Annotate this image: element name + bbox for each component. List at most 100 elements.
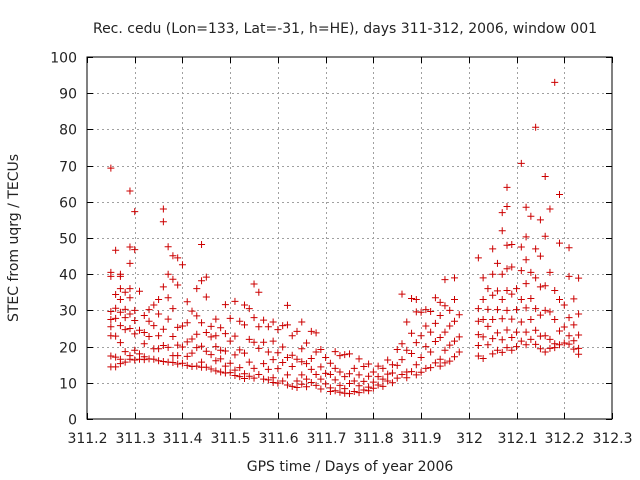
data-point xyxy=(226,337,234,345)
data-point xyxy=(474,254,482,262)
data-point xyxy=(365,360,373,368)
data-point xyxy=(226,314,234,322)
data-point xyxy=(107,164,115,172)
data-point xyxy=(236,373,244,381)
data-point xyxy=(474,305,482,313)
data-point xyxy=(479,274,487,282)
data-point xyxy=(322,369,330,377)
data-point xyxy=(408,349,416,357)
data-point xyxy=(212,357,220,365)
data-point xyxy=(398,290,406,298)
data-point xyxy=(532,305,540,313)
data-point xyxy=(331,376,339,384)
data-point xyxy=(570,295,578,303)
data-point xyxy=(436,334,444,342)
data-point xyxy=(283,353,291,361)
data-point xyxy=(241,301,248,309)
data-point xyxy=(107,315,115,323)
data-point xyxy=(560,301,568,309)
data-points xyxy=(107,78,583,398)
data-point xyxy=(484,341,492,349)
data-point xyxy=(164,315,172,323)
data-point xyxy=(231,297,239,305)
data-point xyxy=(136,287,143,295)
data-point xyxy=(193,330,201,338)
x-tick-label: 311.2 xyxy=(67,431,107,447)
data-point xyxy=(532,245,540,253)
data-point xyxy=(231,372,239,380)
data-point xyxy=(408,294,416,302)
data-point xyxy=(298,380,306,388)
data-point xyxy=(355,355,363,363)
data-point xyxy=(198,342,206,350)
data-point xyxy=(513,343,521,351)
x-tick-label: 311.8 xyxy=(353,431,393,447)
data-point xyxy=(431,359,439,367)
data-point xyxy=(431,319,439,327)
data-point xyxy=(479,333,487,341)
data-point xyxy=(427,364,435,372)
data-point xyxy=(503,286,511,294)
data-point xyxy=(303,360,311,368)
data-point xyxy=(126,310,134,318)
data-point xyxy=(121,326,129,334)
data-point xyxy=(303,339,311,347)
data-point xyxy=(498,315,506,323)
data-point xyxy=(178,359,186,367)
data-point xyxy=(503,306,511,314)
data-point xyxy=(560,323,568,331)
data-point xyxy=(417,368,425,376)
data-point xyxy=(198,241,206,249)
data-point xyxy=(217,324,225,332)
data-point xyxy=(403,374,411,382)
data-point xyxy=(508,334,516,342)
data-point xyxy=(121,348,129,356)
data-point xyxy=(250,374,258,382)
x-tick-label: 312.3 xyxy=(592,431,632,447)
data-point xyxy=(169,275,177,283)
data-point xyxy=(575,331,583,339)
data-point xyxy=(112,332,120,340)
data-point xyxy=(379,364,387,372)
data-point xyxy=(513,285,521,293)
data-point xyxy=(365,372,373,380)
data-point xyxy=(317,385,325,393)
data-point xyxy=(283,381,291,389)
data-point xyxy=(202,347,210,355)
data-point xyxy=(121,358,129,366)
data-point xyxy=(221,347,229,355)
data-point xyxy=(536,283,544,291)
data-point xyxy=(393,345,401,353)
data-point xyxy=(541,172,549,180)
data-point xyxy=(546,335,554,343)
data-point xyxy=(155,296,163,304)
y-tick-label: 100 xyxy=(50,51,77,67)
data-point xyxy=(159,218,167,226)
data-point xyxy=(269,356,277,364)
data-point xyxy=(145,332,153,340)
data-point xyxy=(159,342,167,350)
x-tick-label: 312 xyxy=(456,431,483,447)
data-point xyxy=(326,387,334,395)
y-tick-label: 0 xyxy=(68,413,77,429)
x-tick-label: 311.9 xyxy=(401,431,441,447)
data-point xyxy=(522,328,530,336)
data-point xyxy=(503,183,511,191)
data-point xyxy=(365,387,373,395)
data-point xyxy=(202,273,210,281)
data-point xyxy=(317,375,325,383)
data-point xyxy=(479,296,487,304)
data-point xyxy=(546,205,554,213)
data-point xyxy=(441,302,449,310)
data-point xyxy=(484,305,492,313)
data-point xyxy=(398,356,406,364)
data-point xyxy=(293,355,301,363)
data-point xyxy=(508,241,516,249)
data-point xyxy=(212,367,220,375)
data-point xyxy=(217,355,225,363)
data-point xyxy=(565,272,573,280)
data-point xyxy=(489,350,497,358)
data-point xyxy=(527,268,535,276)
data-point xyxy=(508,346,516,354)
data-point xyxy=(217,368,225,376)
